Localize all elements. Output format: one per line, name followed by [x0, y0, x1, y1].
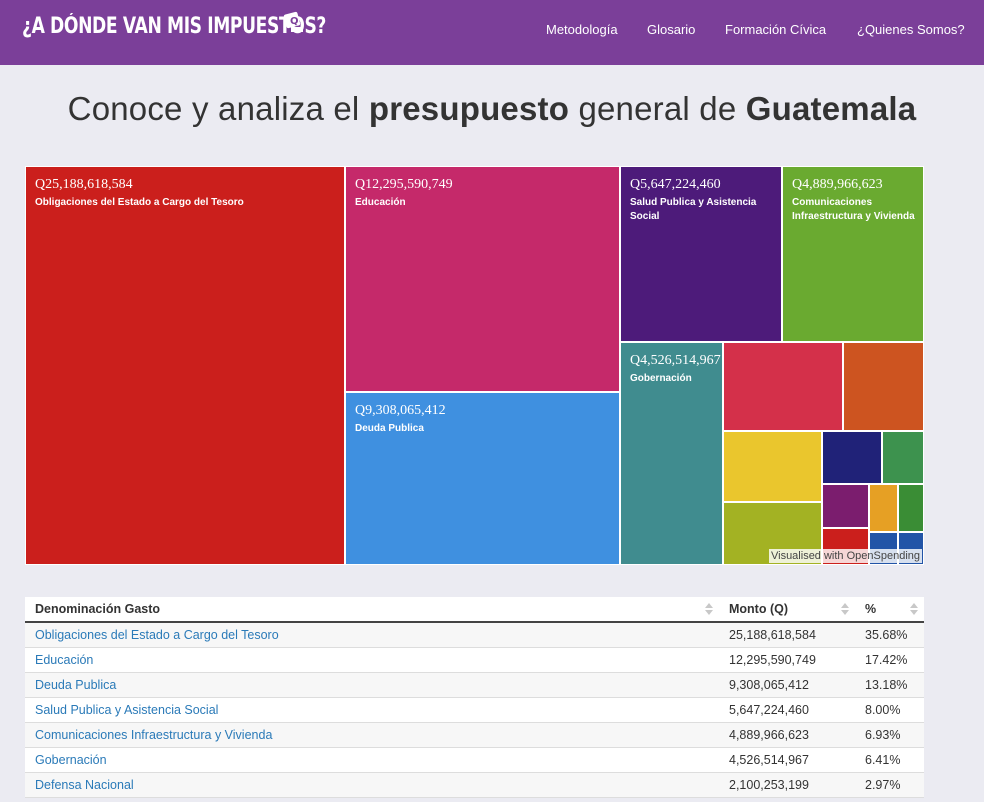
tile-small[interactable]: [723, 431, 822, 502]
table-row: Gobernación 4,526,514,967 6.41%: [25, 747, 924, 773]
sort-icon[interactable]: [705, 603, 713, 616]
row-percent: 8.00%: [855, 697, 924, 723]
sort-icon[interactable]: [910, 603, 918, 616]
nav-metodologia[interactable]: Metodología: [546, 22, 618, 37]
tile-small[interactable]: [822, 484, 869, 528]
tile-comunicaciones[interactable]: Q4,889,966,623 Comunicaciones Infraestru…: [782, 166, 924, 342]
row-name-link[interactable]: Obligaciones del Estado a Cargo del Teso…: [25, 622, 719, 648]
tile-amount: Q25,188,618,584: [35, 177, 133, 192]
row-percent: 17.42%: [855, 647, 924, 673]
tile-salud[interactable]: Q5,647,224,460 Salud Publica y Asistenci…: [620, 166, 782, 342]
tile-small[interactable]: [882, 431, 924, 484]
tile-small[interactable]: [898, 484, 924, 532]
row-name-link[interactable]: Comunicaciones Infraestructura y Viviend…: [25, 722, 719, 748]
tile-amount: Q4,526,514,967: [630, 353, 721, 368]
tile-label: Salud Publica y Asistencia Social: [630, 197, 757, 222]
tile-small[interactable]: [843, 342, 924, 431]
row-percent: 13.18%: [855, 672, 924, 698]
site-logo[interactable]: ¿A DÓNDE VAN MIS IMPUESTOS?: [22, 14, 327, 39]
row-name-link[interactable]: Educación: [25, 647, 719, 673]
openspending-credit[interactable]: Visualised with OpenSpending: [768, 549, 922, 563]
row-amount: 4,526,514,967: [719, 747, 855, 773]
page-title: Conoce y analiza el presupuesto general …: [67, 90, 917, 127]
table-row: Defensa Nacional 2,100,253,199 2.97%: [25, 772, 924, 798]
row-amount: 4,889,966,623: [719, 722, 855, 748]
tile-amount: Q5,647,224,460: [630, 177, 721, 192]
table-row: Comunicaciones Infraestructura y Viviend…: [25, 722, 924, 748]
tile-amount: Q12,295,590,749: [355, 177, 453, 192]
row-name-link[interactable]: Gobernación: [25, 747, 719, 773]
tile-small[interactable]: [723, 342, 843, 431]
row-percent: 35.68%: [855, 622, 924, 648]
col-header-denominacion[interactable]: Denominación Gasto: [25, 597, 719, 623]
row-amount: 9,308,065,412: [719, 672, 855, 698]
row-amount: 25,188,618,584: [719, 622, 855, 648]
tile-label: Comunicaciones Infraestructura y Viviend…: [792, 197, 915, 222]
row-amount: 12,295,590,749: [719, 647, 855, 673]
col-header-monto[interactable]: Monto (Q): [719, 597, 855, 623]
table-row: Salud Publica y Asistencia Social 5,647,2…: [25, 697, 924, 723]
budget-table: Denominación Gasto Monto (Q) % Obligacio…: [25, 597, 924, 798]
table-row: Educación 12,295,590,749 17.42%: [25, 647, 924, 673]
row-name-link[interactable]: Defensa Nacional: [25, 772, 719, 798]
nav-glosario[interactable]: Glosario: [647, 22, 696, 37]
row-percent: 2.97%: [855, 772, 924, 798]
row-percent: 6.41%: [855, 747, 924, 773]
tile-deuda-publica[interactable]: Q9,308,065,412 Deuda Publica: [345, 392, 620, 565]
tile-gobernacion[interactable]: Q4,526,514,967 Gobernación: [620, 342, 723, 565]
table-row: Deuda Publica 9,308,065,412 13.18%: [25, 672, 924, 698]
nav-formacion-civica[interactable]: Formación Cívica: [725, 22, 827, 37]
tile-label: Deuda Publica: [355, 423, 424, 434]
coin-hand-icon: Q: [283, 11, 303, 32]
tile-small[interactable]: [869, 484, 898, 532]
tile-amount: Q9,308,065,412: [355, 403, 446, 418]
top-navbar: ¿A DÓNDE VAN MIS IMPUESTOS? Q Metodologí…: [0, 0, 984, 65]
row-name-link[interactable]: Deuda Publica: [25, 672, 719, 698]
row-name-link[interactable]: Salud Publica y Asistencia Social: [25, 697, 719, 723]
tile-educacion[interactable]: Q12,295,590,749 Educación: [345, 166, 620, 392]
budget-treemap: Q25,188,618,584 Obligaciones del Estado …: [25, 166, 924, 565]
row-percent: 6.93%: [855, 722, 924, 748]
row-amount: 2,100,253,199: [719, 772, 855, 798]
tile-amount: Q4,889,966,623: [792, 177, 883, 192]
sort-icon[interactable]: [841, 603, 849, 616]
svg-text:Q: Q: [290, 16, 299, 27]
tile-label: Gobernación: [630, 373, 692, 384]
col-header-porcentaje[interactable]: %: [855, 597, 924, 623]
nav-quienes-somos[interactable]: ¿Quienes Somos?: [857, 22, 965, 37]
tile-label: Obligaciones del Estado a Cargo del Teso…: [35, 197, 244, 208]
table-row: Obligaciones del Estado a Cargo del Teso…: [25, 622, 924, 648]
tile-small[interactable]: [822, 431, 882, 484]
row-amount: 5,647,224,460: [719, 697, 855, 723]
tile-label: Educación: [355, 197, 406, 208]
tile-obligaciones[interactable]: Q25,188,618,584 Obligaciones del Estado …: [25, 166, 345, 565]
